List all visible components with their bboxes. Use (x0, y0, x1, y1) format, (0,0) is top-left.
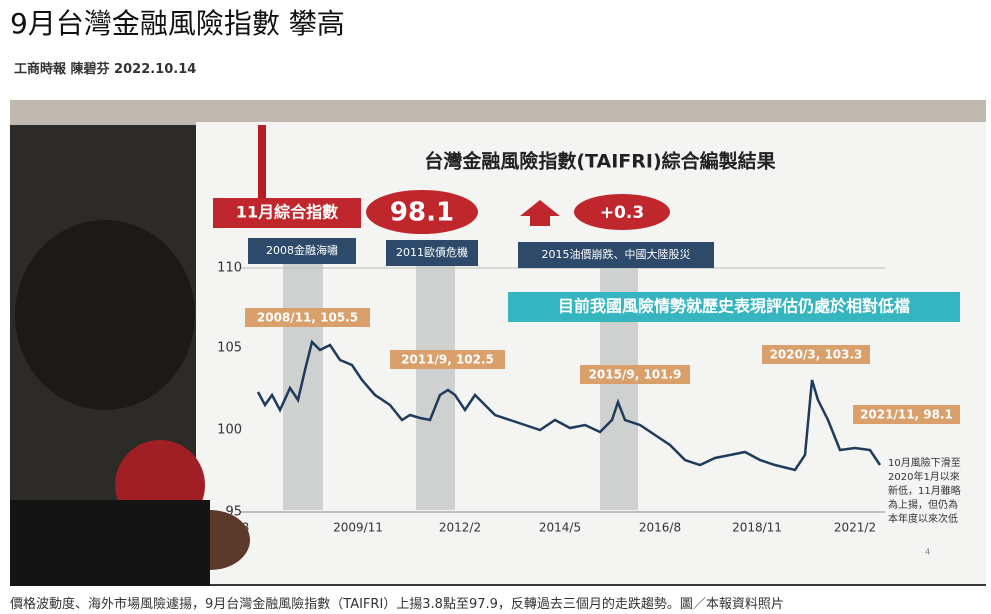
index-value: 98.1 (390, 198, 454, 228)
headline: 9月台灣金融風險指數 攀高 (10, 7, 345, 40)
index-value-oval (366, 190, 478, 234)
note-line: 本年度以來次低 (888, 512, 958, 525)
annotation: 2020/3, 103.3 (770, 348, 863, 362)
slide-title: 台灣金融風險指數(TAIFRI)綜合編製結果 (424, 150, 775, 173)
annotation: 2008/11, 105.5 (257, 311, 358, 325)
note-line: 新低，11月雖略 (888, 484, 961, 497)
byline: 工商時報 陳碧芬 2022.10.14 (14, 62, 197, 77)
annotation-box (580, 365, 690, 384)
slide-x-label: 2009/11 (333, 521, 383, 535)
slide-line (256, 339, 882, 472)
ceiling (10, 100, 986, 125)
slide-y-label: 110 (217, 261, 242, 276)
slide-x-label: 2016/8 (639, 521, 681, 535)
slide-y-label: 100 (217, 423, 242, 438)
annotation: 2011/9, 102.5 (401, 353, 494, 367)
banner: 目前我國風險情勢就歷史表現評估仍處於相對低檔 (558, 297, 910, 316)
note-line: 為上揚，但仍為 (888, 498, 958, 511)
annotation-box (245, 308, 370, 327)
annotation: 2015/9, 101.9 (589, 368, 682, 382)
banner-box (508, 292, 960, 322)
up-arrow (520, 200, 560, 226)
event-label: 2011歐債危機 (396, 245, 468, 259)
event-label: 2008金融海嘯 (266, 243, 338, 257)
slide-x-label: 2012/2 (439, 521, 481, 535)
index-change: +0.3 (600, 203, 644, 223)
note-line: 10月風險下滑至 (888, 456, 961, 469)
annotation-box (390, 350, 505, 369)
slide-x-label: 2021/2 (834, 521, 876, 535)
slide-x-label: 2014/5 (539, 521, 581, 535)
annotation: 2021/11, 98.1 (860, 408, 953, 422)
event-band (283, 260, 323, 510)
page-number: 4 (925, 548, 930, 557)
slide-text-group: 台灣金融風險指數(TAIFRI)綜合編製結果 11月綜合指數 98.1 +0.3… (215, 150, 961, 557)
person-body (10, 500, 210, 586)
note-line: 2020年1月以來 (888, 470, 960, 483)
slide-accent (258, 125, 266, 207)
person-head (15, 220, 195, 410)
slide-x-label: 2018/11 (732, 521, 782, 535)
caption: 價格波動度、海外市場風險遽揚，9月台灣金融風險指數（TAIFRI）上揚3.8點至… (10, 597, 784, 612)
annotation-box (853, 405, 960, 424)
event-band (416, 260, 455, 510)
index-label-box (213, 198, 361, 228)
index-label: 11月綜合指數 (236, 203, 338, 222)
photo: 台灣金融風險指數(TAIFRI)綜合編製結果 11月綜合指數 98.1 +0.3… (10, 100, 986, 586)
change-oval (574, 194, 670, 230)
event-box (518, 242, 714, 268)
event-box (248, 238, 356, 264)
event-label: 2015油價崩跌、中國大陸股災 (542, 247, 691, 261)
event-box (386, 240, 478, 266)
slide-y-label: 105 (217, 341, 242, 356)
annotation-box (762, 345, 870, 364)
